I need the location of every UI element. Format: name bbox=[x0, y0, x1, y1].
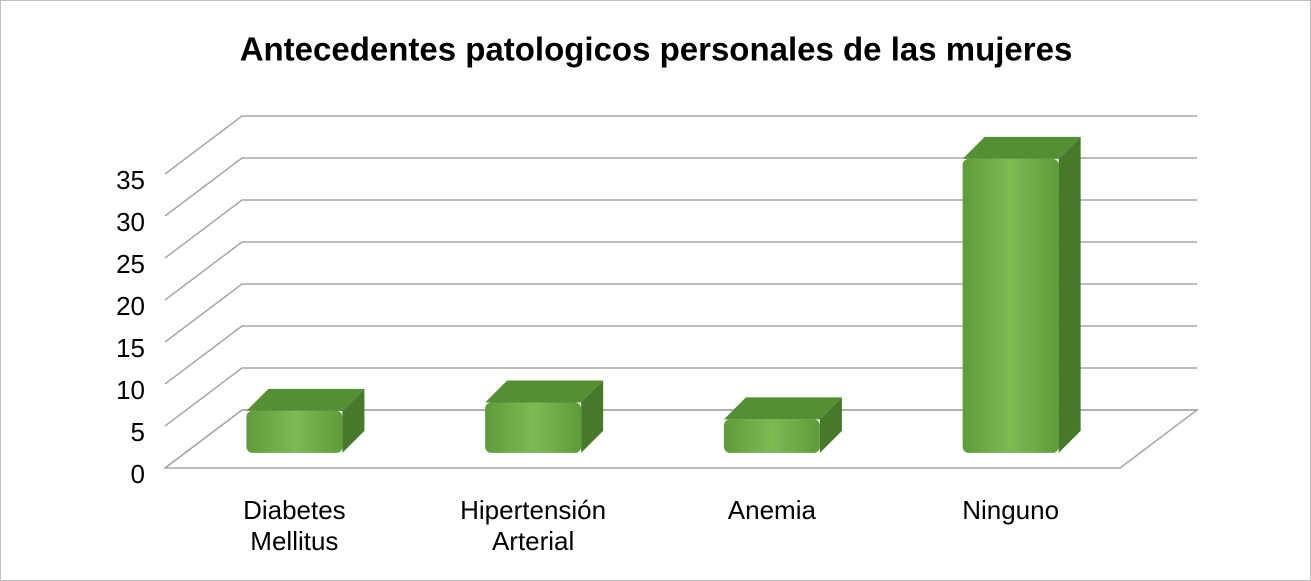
grid-line bbox=[164, 157, 1197, 217]
y-tick-label: 10 bbox=[116, 375, 145, 405]
bar-top bbox=[485, 380, 604, 403]
bar-side bbox=[342, 388, 365, 453]
x-tick-label: Diabetes Mellitus bbox=[243, 495, 346, 556]
grid-line bbox=[164, 115, 1197, 175]
y-tick-label: 20 bbox=[116, 291, 145, 321]
bar-front bbox=[723, 419, 820, 453]
bar-top bbox=[962, 136, 1081, 159]
bar-side bbox=[819, 397, 842, 453]
bar bbox=[246, 388, 365, 453]
bar-side bbox=[581, 380, 604, 453]
grid-line bbox=[164, 283, 1197, 343]
chart-title: Antecedentes patologicos personales de l… bbox=[240, 31, 1073, 68]
bar-front bbox=[246, 410, 343, 453]
bar-side bbox=[1058, 136, 1081, 453]
bar bbox=[485, 380, 604, 453]
grid-line bbox=[164, 199, 1197, 259]
x-tick-label: Anemia bbox=[727, 495, 816, 525]
y-tick-label: 5 bbox=[131, 417, 145, 447]
bar bbox=[962, 136, 1081, 453]
bar bbox=[723, 397, 842, 453]
y-tick-label: 15 bbox=[116, 333, 145, 363]
bar-front bbox=[962, 158, 1059, 453]
y-tick-label: 35 bbox=[116, 165, 145, 195]
bar-top bbox=[246, 388, 365, 411]
grid-line bbox=[164, 325, 1197, 385]
bar-front bbox=[485, 402, 582, 453]
y-tick-label: 30 bbox=[116, 207, 145, 237]
x-tick-label: Hipertensión Arterial bbox=[460, 495, 607, 556]
x-tick-label: Ninguno bbox=[962, 495, 1060, 525]
grid-line bbox=[164, 367, 1197, 427]
bar-top bbox=[723, 397, 842, 420]
grid-line bbox=[164, 241, 1197, 301]
grid-line bbox=[164, 409, 1197, 469]
y-tick-label: 0 bbox=[131, 459, 145, 489]
y-tick-label: 25 bbox=[116, 249, 145, 279]
